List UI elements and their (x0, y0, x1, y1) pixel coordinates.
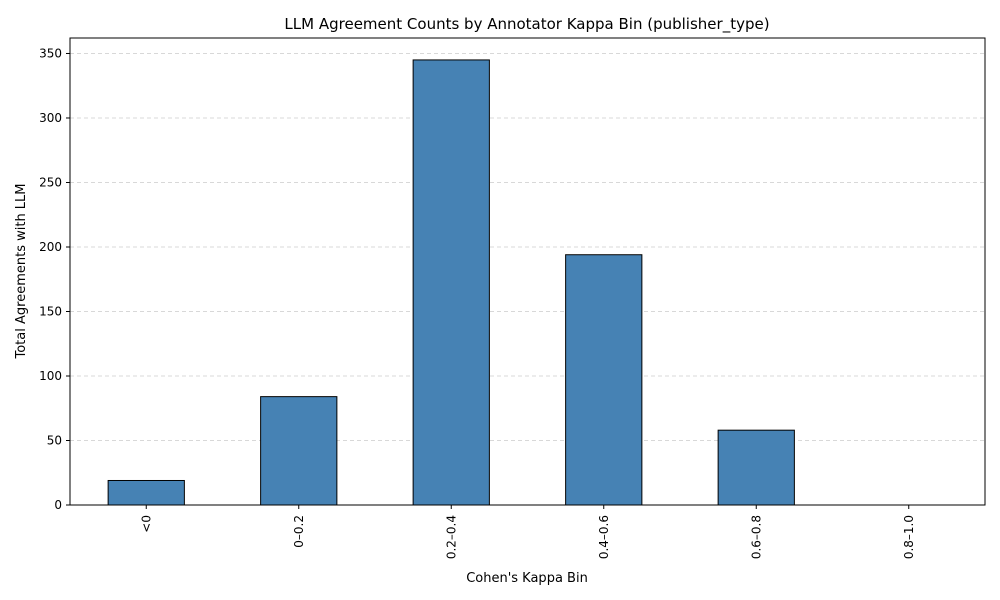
bar-4 (717, 429, 795, 506)
y-axis-label: Total Agreements with LLM (14, 183, 29, 359)
y-tick-label-0: 0 (54, 498, 62, 512)
bars (107, 59, 795, 506)
x-tick-label-2: 0.2–0.4 (444, 515, 458, 559)
y-tick-label-5: 250 (39, 175, 62, 189)
x-axis-ticks: <0 0–0.2 0.2–0.4 0.4–0.6 0.6–0.8 0.8–1.0 (139, 505, 916, 559)
y-tick-label-2: 100 (39, 369, 62, 383)
y-tick-label-6: 300 (39, 111, 62, 125)
grid-lines (70, 53, 985, 506)
bar-2 (412, 59, 490, 506)
bar-0 (107, 479, 185, 506)
y-axis-ticks: 0 50 100 150 200 250 300 350 (39, 46, 70, 512)
x-tick-label-5: 0.8–1.0 (902, 515, 916, 559)
x-tick-label-3: 0.4–0.6 (597, 515, 611, 559)
x-tick-label-1: 0–0.2 (292, 515, 306, 548)
y-tick-label-3: 150 (39, 304, 62, 318)
bar-3 (565, 254, 643, 506)
y-tick-label-4: 200 (39, 240, 62, 254)
y-tick-label-7: 350 (39, 46, 62, 60)
bar-1 (260, 396, 338, 506)
chart-title: LLM Agreement Counts by Annotator Kappa … (284, 15, 769, 34)
x-tick-label-4: 0.6–0.8 (749, 515, 763, 559)
x-tick-label-0: <0 (139, 515, 153, 533)
y-tick-label-1: 50 (47, 433, 62, 447)
plot-frame (69, 37, 986, 506)
x-axis-label: Cohen's Kappa Bin (466, 571, 588, 586)
